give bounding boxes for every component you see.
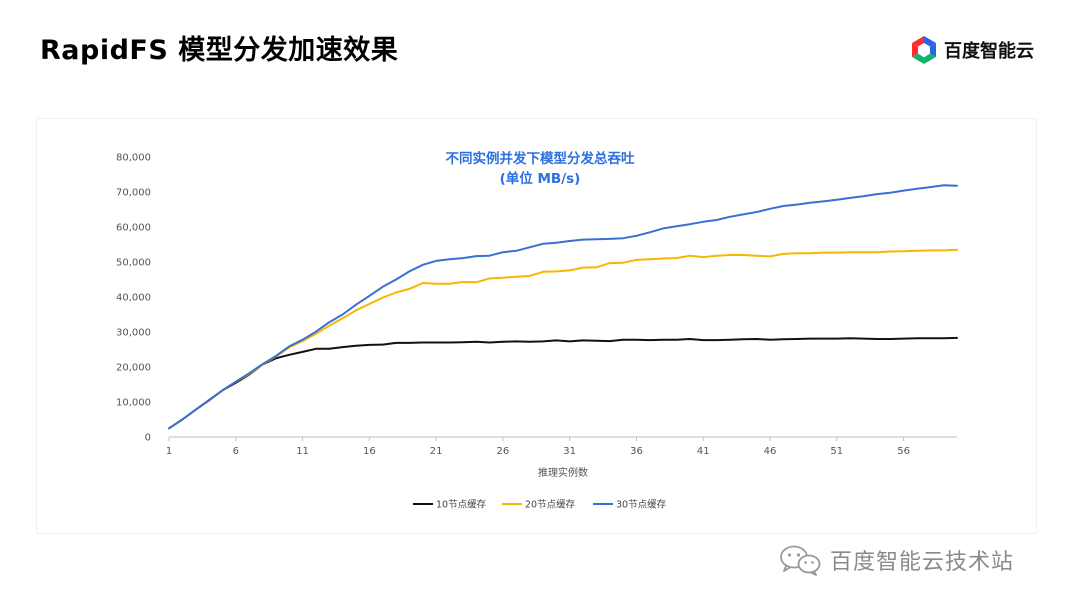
page-title: RapidFS 模型分发加速效果 <box>40 35 399 66</box>
x-tick-label: 46 <box>764 446 777 457</box>
legend-label: 10节点缓存 <box>436 499 487 511</box>
series-line-2 <box>168 248 958 430</box>
y-tick-label: 30,000 <box>116 328 151 339</box>
series-line-3 <box>168 184 958 430</box>
x-tick-label: 11 <box>296 446 309 457</box>
x-tick-label: 21 <box>430 446 443 457</box>
chart-subtitle: (单位 MB/s) <box>500 170 581 187</box>
baidu-cloud-cube-icon <box>912 36 936 64</box>
y-tick-label: 60,000 <box>116 223 151 234</box>
y-tick-label: 40,000 <box>116 293 151 304</box>
legend-label: 30节点缓存 <box>616 499 667 511</box>
wechat-icon <box>780 545 821 576</box>
chart-legend: 10节点缓存 20节点缓存 30节点缓存 <box>413 499 667 511</box>
y-tick-label: 0 <box>145 433 151 444</box>
legend-label: 20节点缓存 <box>525 499 576 511</box>
y-tick-label: 50,000 <box>116 258 151 269</box>
y-tick-label: 20,000 <box>116 363 151 374</box>
series-lines <box>168 184 958 430</box>
watermark-text: 百度智能云技术站 <box>830 550 1015 575</box>
chart-title: 不同实例并发下模型分发总吞吐 <box>446 150 635 167</box>
y-axis-ticks: 0 10,000 20,000 30,000 40,000 50,000 60,000 70,… <box>116 153 151 444</box>
x-tick-label: 16 <box>363 446 376 457</box>
x-tick-label: 41 <box>697 446 710 457</box>
x-tick-label: 1 <box>166 446 172 457</box>
series-line-1 <box>168 336 958 430</box>
x-tick-label: 56 <box>897 446 910 457</box>
watermark: 百度智能云技术站 <box>778 540 1014 580</box>
x-tick-label: 51 <box>830 446 843 457</box>
x-tick-label: 26 <box>497 446 510 457</box>
x-tick-label: 6 <box>233 446 239 457</box>
x-tick-label: 31 <box>563 446 576 457</box>
y-tick-label: 70,000 <box>116 188 151 199</box>
y-tick-label: 10,000 <box>116 398 151 409</box>
brand-logo: 百度智能云 <box>910 34 1034 66</box>
brand-name: 百度智能云 <box>944 41 1034 62</box>
x-axis-ticks: 1 6 11 16 21 26 31 36 41 46 51 56 <box>166 437 910 457</box>
throughput-line-chart: 不同实例并发下模型分发总吞吐 (单位 MB/s) 0 10,000 20,000 30… <box>116 150 958 511</box>
x-axis-label: 推理实例数 <box>538 466 588 479</box>
x-tick-label: 36 <box>630 446 643 457</box>
chart-card: 不同实例并发下模型分发总吞吐 (单位 MB/s) 0 10,000 20,000 30… <box>36 118 1037 534</box>
y-tick-label: 80,000 <box>116 153 151 164</box>
